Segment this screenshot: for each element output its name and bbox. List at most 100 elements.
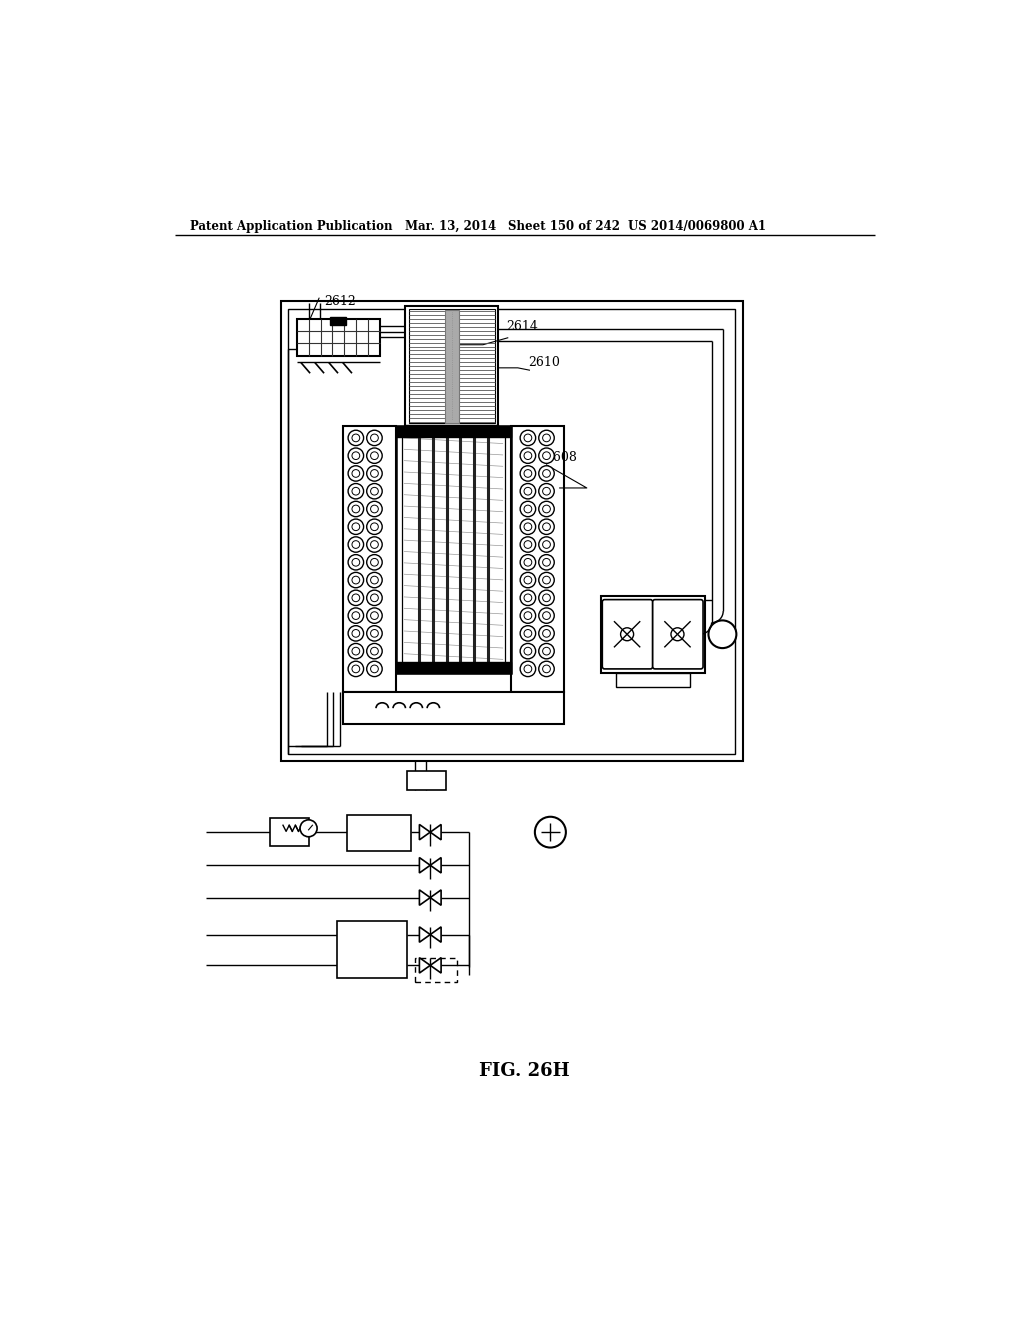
Circle shape — [348, 430, 364, 446]
Circle shape — [520, 483, 536, 499]
Bar — [337, 921, 407, 978]
Circle shape — [348, 661, 364, 677]
Text: Sheet 150 of 242: Sheet 150 of 242 — [508, 219, 620, 232]
Bar — [601, 595, 706, 673]
Circle shape — [524, 451, 531, 459]
Bar — [406, 306, 499, 426]
Circle shape — [371, 434, 378, 442]
Circle shape — [371, 611, 378, 619]
Circle shape — [520, 661, 536, 677]
Circle shape — [524, 630, 531, 638]
Circle shape — [371, 451, 378, 459]
Circle shape — [371, 577, 378, 583]
Circle shape — [543, 594, 550, 602]
Circle shape — [371, 487, 378, 495]
Circle shape — [352, 487, 359, 495]
Circle shape — [352, 523, 359, 531]
Circle shape — [352, 577, 359, 583]
Circle shape — [520, 502, 536, 516]
Text: Patent Application Publication: Patent Application Publication — [190, 219, 392, 232]
Circle shape — [348, 519, 364, 535]
Circle shape — [543, 523, 550, 531]
Circle shape — [367, 466, 382, 482]
Circle shape — [524, 487, 531, 495]
Text: FIG. 26H: FIG. 26H — [479, 1061, 570, 1080]
Circle shape — [300, 820, 317, 837]
Bar — [396, 426, 511, 437]
Circle shape — [348, 554, 364, 570]
Circle shape — [520, 519, 536, 535]
Bar — [616, 673, 690, 686]
Circle shape — [543, 506, 550, 513]
Circle shape — [348, 643, 364, 659]
Circle shape — [520, 447, 536, 463]
FancyBboxPatch shape — [602, 599, 652, 669]
Text: 2612: 2612 — [324, 296, 355, 308]
Circle shape — [367, 643, 382, 659]
Circle shape — [543, 611, 550, 619]
Circle shape — [367, 447, 382, 463]
Circle shape — [348, 590, 364, 606]
Circle shape — [539, 483, 554, 499]
Circle shape — [352, 558, 359, 566]
Circle shape — [543, 630, 550, 638]
Bar — [289, 309, 735, 754]
Circle shape — [520, 609, 536, 623]
Bar — [343, 426, 396, 692]
Bar — [331, 317, 346, 325]
Circle shape — [671, 628, 684, 640]
Circle shape — [371, 647, 378, 655]
Circle shape — [352, 506, 359, 513]
Circle shape — [352, 470, 359, 478]
Circle shape — [367, 626, 382, 642]
Circle shape — [539, 609, 554, 623]
Circle shape — [348, 466, 364, 482]
Circle shape — [348, 537, 364, 552]
Circle shape — [367, 502, 382, 516]
Circle shape — [524, 470, 531, 478]
Circle shape — [543, 541, 550, 548]
Circle shape — [367, 590, 382, 606]
Circle shape — [539, 643, 554, 659]
Circle shape — [543, 434, 550, 442]
Circle shape — [371, 470, 378, 478]
Circle shape — [371, 558, 378, 566]
Circle shape — [539, 626, 554, 642]
Bar — [409, 309, 496, 424]
Circle shape — [367, 483, 382, 499]
Text: 2610: 2610 — [528, 356, 560, 370]
Circle shape — [539, 430, 554, 446]
Circle shape — [539, 519, 554, 535]
Circle shape — [520, 626, 536, 642]
FancyBboxPatch shape — [652, 599, 703, 669]
Circle shape — [539, 661, 554, 677]
Circle shape — [520, 554, 536, 570]
Circle shape — [539, 554, 554, 570]
Circle shape — [524, 577, 531, 583]
Circle shape — [352, 647, 359, 655]
Circle shape — [371, 630, 378, 638]
Circle shape — [348, 626, 364, 642]
Circle shape — [367, 430, 382, 446]
Circle shape — [539, 537, 554, 552]
Circle shape — [352, 434, 359, 442]
Bar — [396, 663, 511, 673]
Circle shape — [524, 541, 531, 548]
Circle shape — [367, 573, 382, 587]
Circle shape — [520, 590, 536, 606]
Circle shape — [543, 577, 550, 583]
Bar — [347, 816, 411, 851]
Circle shape — [348, 609, 364, 623]
Circle shape — [543, 647, 550, 655]
Bar — [445, 310, 459, 422]
Circle shape — [539, 447, 554, 463]
Circle shape — [543, 558, 550, 566]
Bar — [297, 318, 380, 356]
Circle shape — [543, 487, 550, 495]
Circle shape — [367, 609, 382, 623]
Circle shape — [367, 519, 382, 535]
Circle shape — [543, 451, 550, 459]
Circle shape — [371, 594, 378, 602]
Circle shape — [709, 620, 736, 648]
Bar — [401, 432, 506, 668]
